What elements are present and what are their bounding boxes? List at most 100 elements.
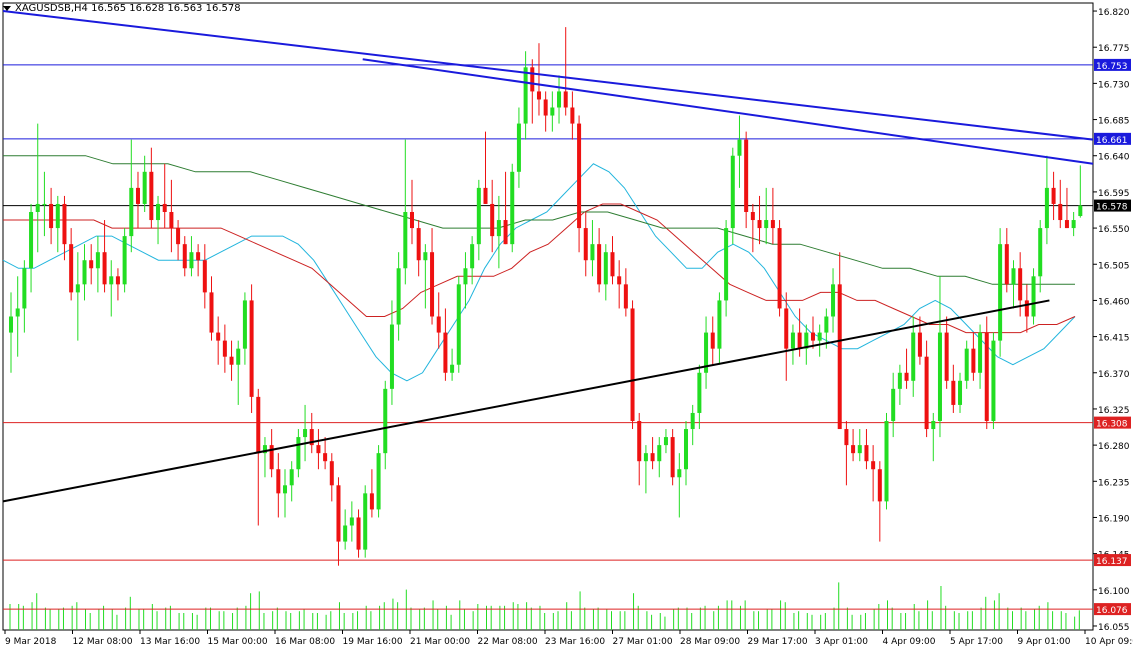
candle-body [1004, 244, 1009, 285]
candle-body [884, 421, 889, 502]
candle-body [978, 332, 983, 373]
candle-body [717, 300, 722, 349]
price-label: 16.578 [1096, 203, 1128, 213]
candle-body [283, 485, 288, 494]
candle-body [416, 228, 421, 261]
candle-body [924, 356, 929, 430]
chart-header: XAGUSDSB,H4 16.565 16.628 16.563 16.578 [3, 3, 241, 14]
candle-body [75, 284, 80, 293]
x-tick-label: 10 Apr 09:00 [1085, 637, 1133, 647]
candle-body [570, 107, 575, 124]
x-tick-label: 4 Apr 09:00 [883, 637, 936, 647]
candle-body [931, 421, 936, 430]
candle-body [135, 187, 140, 204]
x-tick-label: 16 Mar 08:00 [275, 637, 335, 647]
candle-body [383, 388, 388, 454]
candle-body [764, 220, 769, 229]
candle-body [958, 380, 963, 405]
candle-body [470, 244, 475, 269]
candle-body [684, 429, 689, 470]
candle-body [456, 284, 461, 365]
trend-line [362, 58, 1094, 165]
candle-body [944, 332, 949, 381]
y-tick-label: 16.100 [1098, 587, 1130, 597]
x-tick-label: 13 Mar 16:00 [140, 637, 200, 647]
dropdown-triangle-icon[interactable] [3, 5, 11, 11]
x-tick-label: 9 Mar 2018 [5, 637, 57, 647]
candle-body [62, 203, 67, 245]
candle-body [42, 203, 47, 205]
candle-body [991, 340, 996, 421]
candle-body [617, 276, 622, 285]
candle-body [663, 437, 668, 446]
candle-body [22, 268, 27, 309]
candle-body [409, 212, 414, 229]
candle-body [523, 67, 528, 124]
candle-body [1031, 276, 1036, 317]
candle-body [476, 187, 481, 245]
y-tick-label: 16.460 [1098, 297, 1130, 307]
candle-body [1051, 187, 1056, 204]
candle-body [69, 244, 74, 293]
candle-body [336, 485, 341, 542]
candle-body [904, 372, 909, 381]
candle-body [329, 461, 334, 486]
candle-body [189, 252, 194, 269]
candle-body [897, 372, 902, 389]
candle-body [623, 284, 628, 309]
trend-line [2, 10, 1094, 141]
candle-body [637, 421, 642, 462]
candle-body [89, 260, 94, 269]
candle-body [262, 445, 267, 454]
candle-body [770, 220, 775, 229]
candle-body [536, 91, 541, 100]
candle-body [984, 332, 989, 421]
candle-body [55, 203, 60, 229]
candle-body [490, 203, 495, 237]
y-tick-label: 16.190 [1098, 514, 1130, 524]
candle-body [998, 244, 1003, 341]
candle-body [724, 228, 729, 301]
candle-body [229, 356, 234, 365]
y-tick-label: 16.775 [1098, 44, 1130, 54]
price-label-box [1094, 199, 1131, 212]
candle-body [1071, 220, 1076, 229]
y-tick-label: 16.730 [1098, 80, 1130, 90]
y-tick-label: 16.235 [1098, 478, 1130, 488]
candle-body [463, 268, 468, 285]
moving-average-line [3, 155, 1075, 285]
candle-body [122, 236, 127, 285]
x-tick-label: 21 Mar 00:00 [410, 637, 470, 647]
candle-body [236, 348, 241, 365]
candle-body [115, 276, 120, 285]
symbol-label: XAGUSDSB,H4 [15, 3, 88, 14]
price-label-box [1094, 132, 1131, 145]
candle-body [102, 252, 107, 285]
candle-body [182, 244, 187, 269]
x-tick-label: 22 Mar 08:00 [478, 637, 538, 647]
candle-body [590, 244, 595, 261]
candle-body [730, 155, 735, 229]
candle-body [249, 300, 254, 397]
candle-body [142, 171, 147, 204]
y-tick-label: 16.055 [1098, 623, 1130, 633]
y-tick-label: 16.505 [1098, 261, 1130, 271]
candle-body [704, 332, 709, 373]
candle-body [176, 228, 181, 245]
candle-body [376, 453, 381, 510]
candle-body [610, 252, 615, 277]
candle-body [744, 139, 749, 212]
candle-body [844, 429, 849, 446]
candle-body [149, 171, 154, 221]
candle-body [496, 220, 501, 237]
candle-body [356, 517, 361, 550]
candle-body [349, 517, 354, 526]
y-tick-label: 16.550 [1098, 225, 1130, 235]
candle-body [777, 228, 782, 309]
x-tick-label: 12 Mar 08:00 [73, 637, 133, 647]
candle-body [971, 348, 976, 373]
candle-body [516, 123, 521, 172]
candle-body [129, 187, 134, 237]
